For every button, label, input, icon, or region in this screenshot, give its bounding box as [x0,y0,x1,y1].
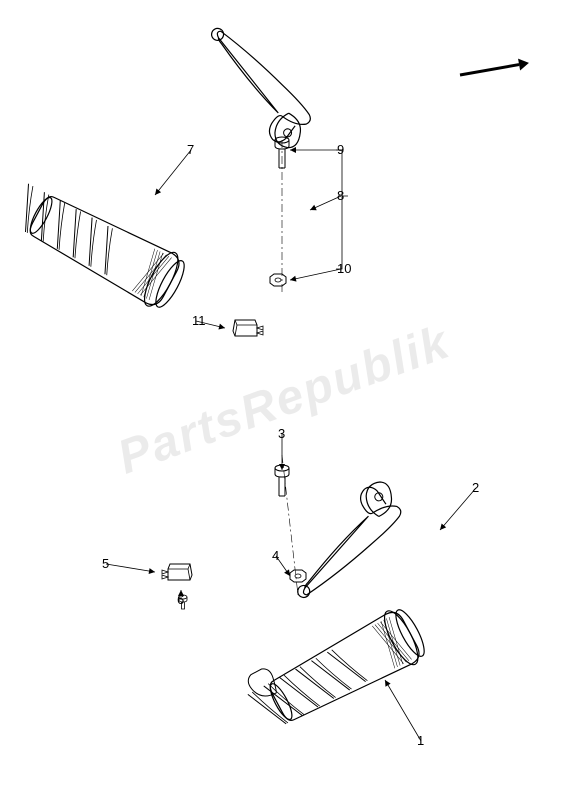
parts-diagram [0,0,567,800]
